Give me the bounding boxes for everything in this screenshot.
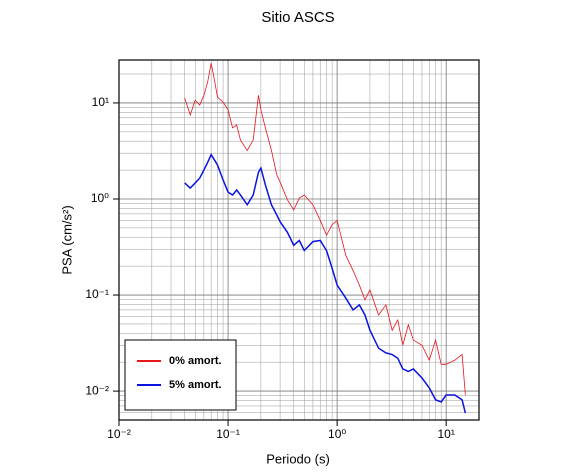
chart-title: Sitio ASCS xyxy=(261,9,334,26)
x-axis-label: Periodo (s) xyxy=(266,451,330,466)
x-tick-label: 10⁻¹ xyxy=(216,427,240,441)
plot-frame xyxy=(118,59,480,421)
legend-box xyxy=(124,339,237,411)
series-line xyxy=(184,152,467,414)
y-tick-label: 10¹ xyxy=(92,95,109,109)
legend-label: 0% amort. xyxy=(169,355,222,367)
legend-label: 5% amort. xyxy=(169,379,222,391)
y-axis-label: PSA (cm/s²) xyxy=(59,205,74,274)
y-tick-label: 10⁰ xyxy=(91,191,109,205)
y-tick-label: 10⁻¹ xyxy=(85,287,109,301)
series-line xyxy=(184,63,466,396)
x-tick-label: 10⁰ xyxy=(328,427,346,441)
x-tick-label: 10¹ xyxy=(437,427,454,441)
x-tick-label: 10⁻² xyxy=(107,427,131,441)
y-tick-label: 10⁻² xyxy=(85,383,109,397)
